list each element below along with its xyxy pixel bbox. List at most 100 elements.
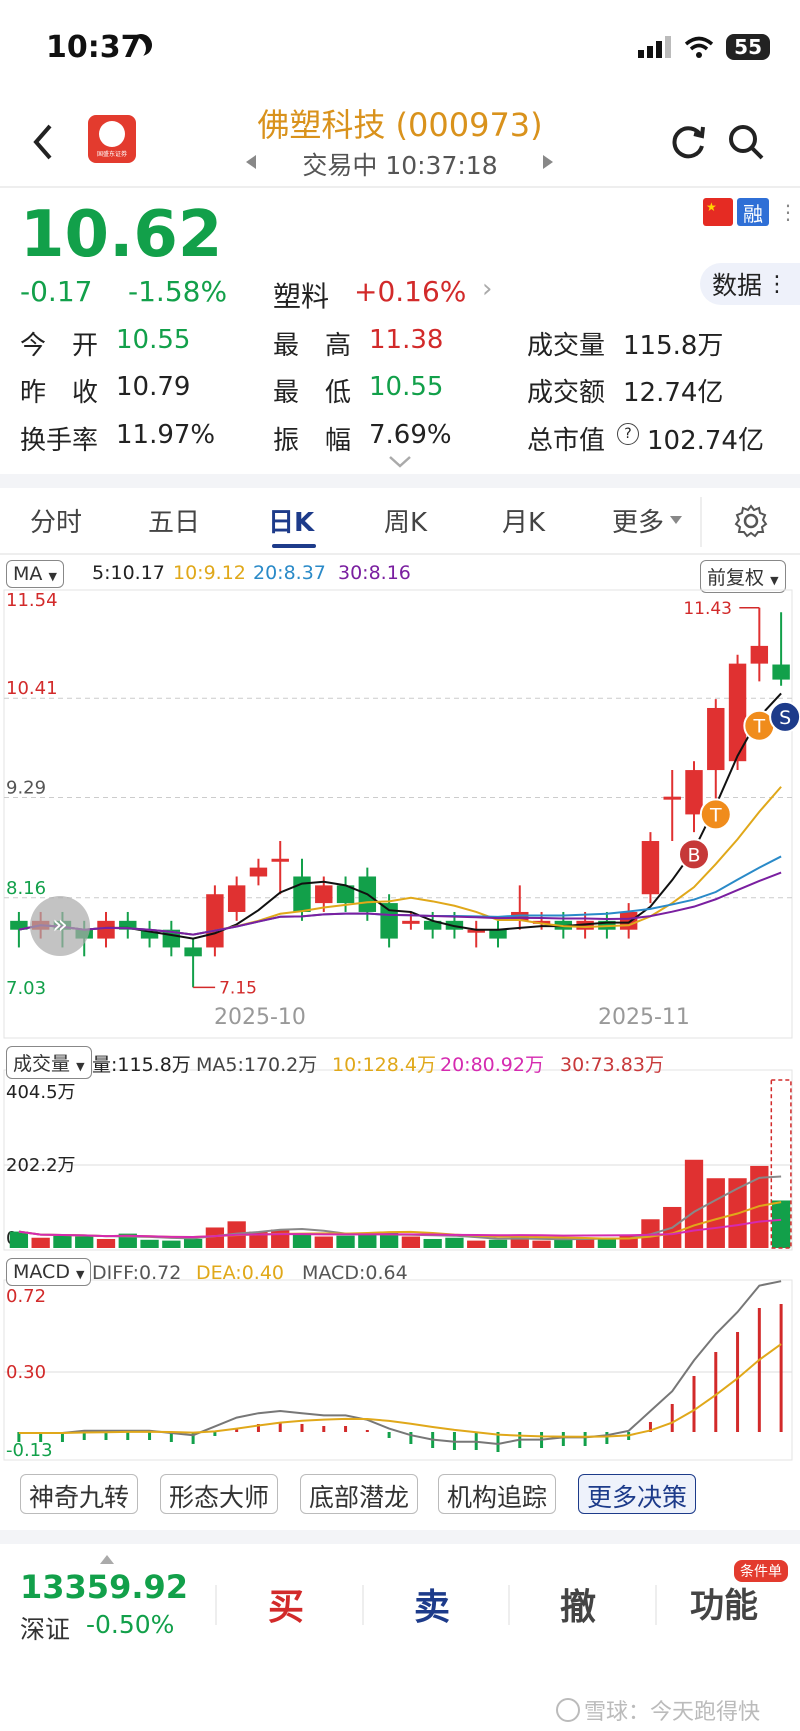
kline-x-label: 2025-10 [214, 1005, 306, 1030]
current-price: 10.62 [20, 198, 223, 272]
buy-button[interactable]: 买 [268, 1587, 305, 1628]
candle-body [184, 947, 202, 957]
volume-bar [445, 1237, 464, 1248]
volume-highlight [770, 1079, 792, 1249]
stat-label: 最 低 [273, 378, 352, 408]
wifi-icon [685, 36, 714, 58]
candle-body [206, 894, 224, 948]
stat-label: 总市值 [527, 426, 606, 456]
vol-ma20-line [18, 1218, 782, 1239]
tab-divider [700, 497, 702, 547]
candle-body [489, 929, 507, 939]
candle-body [249, 867, 268, 877]
back-icon[interactable] [30, 122, 56, 162]
data-button[interactable]: 数据 ⋮ [700, 263, 800, 305]
stock-title: 佛塑科技 (000973) [257, 106, 543, 144]
index-change[interactable]: -0.50% [86, 1610, 175, 1639]
refresh-icon[interactable] [668, 122, 708, 162]
kline-chart[interactable]: 11.54 10.41 9.29 8.16 7.03 11.43 7.15 2025-10 20… [0, 588, 800, 1468]
volume-frame [3, 1069, 793, 1251]
candle-body [707, 707, 725, 771]
volume-bar [96, 1238, 116, 1248]
settings-gear-icon[interactable] [733, 503, 769, 539]
candle-body [140, 929, 159, 939]
candle-body [97, 920, 115, 939]
battery-indicator: 55 [726, 34, 770, 60]
stat-label: 今 开 [20, 331, 99, 361]
tool-button-1[interactable]: 形态大师 [160, 1474, 279, 1514]
more-dots-icon[interactable]: ⋮ [778, 200, 798, 224]
volume-bar [140, 1239, 159, 1248]
search-icon[interactable] [726, 122, 766, 162]
ma-selector[interactable]: MA ▼ [6, 560, 64, 588]
stat-label: 成交额 [527, 378, 606, 408]
info-circle-icon[interactable]: ? [617, 423, 639, 445]
expand-chevron-icon[interactable] [388, 455, 412, 469]
ma5-legend: 5:10.17 [92, 562, 165, 584]
expand-sidebar-button[interactable]: » [30, 896, 90, 956]
tab-4[interactable]: 月K [502, 508, 546, 538]
tab-3[interactable]: 周K [384, 508, 428, 538]
macd-selector-label: MACD [13, 1261, 70, 1283]
data-button-label: 数据 [711, 271, 762, 300]
volume-bar [423, 1238, 442, 1248]
stat-value: 7.69% [369, 420, 452, 450]
tool-button-4[interactable]: 更多决策 [578, 1474, 697, 1514]
bottom-divider-1 [215, 1585, 217, 1625]
tab-2[interactable]: 日K [268, 508, 315, 538]
volume-y-label: 404.5万 [6, 1082, 76, 1103]
index-up-caret [100, 1555, 114, 1564]
tool-button-2[interactable]: 底部潜龙 [300, 1474, 419, 1514]
index-name[interactable]: 深证 [20, 1615, 71, 1644]
volume-selector[interactable]: 成交量 ▼ [6, 1046, 92, 1079]
tab-active-underline [272, 544, 316, 548]
stat-label: 昨 收 [20, 378, 99, 408]
volume-bar [314, 1236, 333, 1248]
volume-bar [9, 1231, 29, 1248]
volume-bar [554, 1239, 573, 1248]
volume-bar [53, 1235, 72, 1248]
broker-logo: 国盛东证券 [88, 115, 136, 163]
candle-body [641, 841, 660, 895]
index-value[interactable]: 13359.92 [20, 1568, 189, 1606]
watermark-logo-icon [556, 1698, 580, 1722]
vol-ma5-legend: MA5:170.2万 [196, 1054, 318, 1076]
tab-more-caret[interactable] [670, 516, 682, 524]
volume-bar [706, 1178, 725, 1248]
stat-value: 10.55 [369, 372, 444, 402]
cancel-order-button[interactable]: 撤 [560, 1587, 597, 1628]
candle-body [227, 885, 246, 912]
volume-bar [75, 1236, 94, 1248]
candle-body [619, 911, 638, 930]
volume-selector-label: 成交量 [13, 1053, 71, 1075]
sector-name[interactable]: 塑料 [273, 280, 330, 313]
next-stock-icon[interactable] [543, 155, 553, 169]
adjust-selector[interactable]: 前复权 ▼ [700, 560, 786, 593]
volume-bar [336, 1235, 355, 1248]
stat-label: 最 高 [273, 331, 352, 361]
section-gap-2 [0, 1530, 800, 1544]
candle-body [380, 903, 398, 939]
candle-body [10, 920, 28, 930]
ma30-legend: 30:8.16 [338, 562, 411, 584]
function-button[interactable]: 功能 [690, 1586, 758, 1626]
stat-value: 102.74亿 [647, 426, 764, 456]
candle-body [467, 929, 485, 933]
signal-badge-label: S [779, 707, 791, 729]
badge-rong[interactable]: 融 [737, 198, 769, 226]
prev-stock-icon[interactable] [246, 155, 256, 169]
sector-change[interactable]: +0.16% [354, 275, 467, 308]
tab-1[interactable]: 五日 [148, 508, 201, 538]
watermark: 雪球：今天跑得快 [556, 1694, 760, 1726]
candle-body [119, 920, 137, 930]
sell-button[interactable]: 卖 [414, 1587, 451, 1628]
sector-chevron-icon[interactable]: › [482, 274, 493, 304]
macd-selector[interactable]: MACD ▼ [6, 1258, 92, 1286]
macd-value-legend: MACD:0.64 [302, 1262, 408, 1284]
tool-button-3[interactable]: 机构追踪 [438, 1474, 557, 1514]
tab-5[interactable]: 更多 [612, 508, 665, 538]
macd-dea-legend: DEA:0.40 [196, 1262, 285, 1284]
tab-0[interactable]: 分时 [30, 508, 83, 538]
tool-button-0[interactable]: 神奇九转 [20, 1474, 139, 1514]
volume-bar [271, 1229, 290, 1248]
